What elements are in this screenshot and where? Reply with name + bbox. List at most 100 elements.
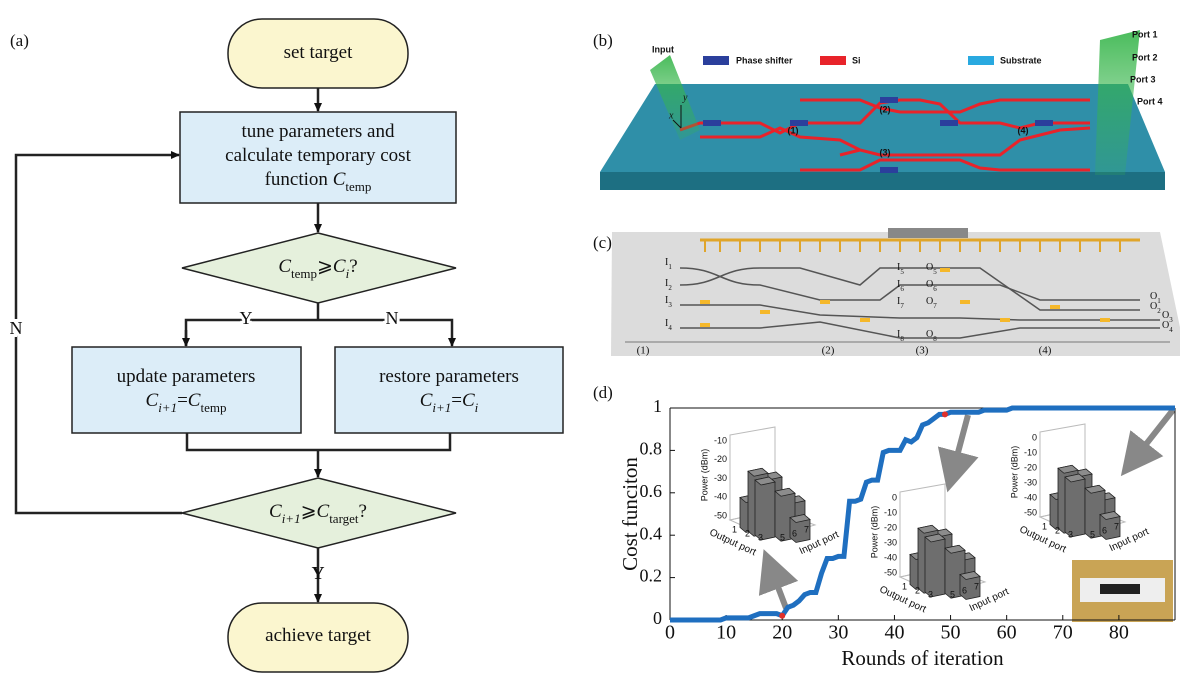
text-run: C	[146, 390, 159, 411]
z-tick-label: -30	[1024, 477, 1037, 487]
legend-label: Phase shifter	[736, 55, 793, 65]
bar-3d	[755, 477, 775, 540]
x-tick-label: 0	[665, 622, 675, 644]
y-axis-label: Cost funciton	[618, 457, 642, 571]
text-run: restore parameters	[379, 366, 519, 387]
tick-label: 1	[732, 524, 737, 534]
tick-label: 3	[758, 532, 763, 542]
tick-label: 6	[792, 528, 797, 538]
branch-label: N	[386, 308, 399, 328]
branch-label: N	[10, 318, 23, 338]
text-run: 2	[668, 284, 672, 292]
legend-swatch	[703, 56, 729, 65]
node-text: achieve target	[265, 625, 371, 646]
text-run: O	[926, 279, 933, 290]
text-run: C	[333, 256, 346, 277]
label: (4)	[1018, 125, 1029, 135]
text-run: O	[926, 296, 933, 307]
text-run: C	[462, 390, 475, 411]
legend-swatch	[968, 56, 994, 65]
y-tick-label: 0.8	[640, 439, 663, 459]
label: Port 2	[1132, 52, 1158, 62]
z-tick-label: -20	[1024, 462, 1037, 472]
tick-label: 3	[1068, 529, 1073, 539]
label: (4)	[1039, 345, 1052, 357]
text-run: O	[926, 262, 933, 273]
text-run: i+1	[282, 511, 301, 526]
y-tick-label: 1	[653, 396, 662, 416]
x-tick-label: 20	[772, 622, 792, 644]
z-tick-label: -40	[1024, 492, 1037, 502]
text-run: 5	[933, 268, 937, 276]
text-run: 2	[1157, 307, 1161, 315]
text-run: O	[1162, 320, 1169, 331]
highlight-point	[779, 613, 785, 619]
label: (3)	[880, 147, 891, 157]
x-tick-label: 30	[828, 622, 848, 644]
tick-label: 1	[1042, 521, 1047, 531]
text-run: 7	[933, 302, 937, 310]
text-run: ⩾	[301, 501, 317, 522]
y-tick-label: 0.6	[640, 481, 663, 501]
text-run: calculate temporary cost	[225, 145, 411, 166]
branch-label: Y	[240, 308, 253, 328]
tick-label: 7	[804, 524, 809, 534]
z-tick-label: 0	[1032, 432, 1037, 442]
text-run: O	[1150, 301, 1157, 312]
label: x	[668, 110, 674, 121]
x-axis-label: Rounds of iteration	[841, 646, 1004, 670]
panel-label: (d)	[593, 383, 613, 402]
legend-label: Si	[852, 55, 861, 65]
text-run: 6	[933, 285, 937, 293]
text-run: 8	[933, 335, 937, 343]
text-run: C	[333, 169, 346, 190]
text-run: i+1	[158, 400, 177, 415]
text-run: tune parameters and	[242, 121, 395, 142]
label: (2)	[822, 345, 835, 357]
highlight-point	[942, 411, 948, 417]
z-tick-label: -10	[884, 507, 897, 517]
text-run: i	[475, 400, 479, 415]
z-tick-label: -20	[714, 454, 727, 464]
y-tick-label: 0.4	[640, 523, 663, 543]
z-tick-label: -50	[1024, 507, 1037, 517]
tick-label: 7	[974, 581, 979, 591]
inset	[900, 484, 985, 600]
text-run: temp	[345, 179, 371, 194]
z-tick-label: -50	[884, 567, 897, 577]
text-run: 4	[1169, 326, 1173, 334]
y-tick-label: 0	[653, 608, 662, 628]
node-text: calculate temporary cost	[225, 145, 411, 166]
text-run: function	[265, 169, 333, 190]
node-text: update parameters	[117, 366, 256, 387]
tick-label: 2	[915, 585, 920, 595]
text-run: C	[188, 390, 201, 411]
x-tick-label: 80	[1109, 622, 1129, 644]
text-run: C	[420, 390, 433, 411]
text-run: 7	[900, 302, 904, 310]
text-run: 1	[1157, 297, 1161, 305]
x-tick-label: 40	[884, 622, 904, 644]
text-run: 6	[900, 285, 904, 293]
label: y	[682, 92, 688, 103]
tick-label: 5	[780, 532, 785, 542]
text-run: ⩾	[317, 256, 333, 277]
legend-swatch	[820, 56, 846, 65]
legend-label: Substrate	[1000, 55, 1042, 65]
z-tick-label: -10	[714, 435, 727, 445]
text-run: 4	[668, 324, 672, 332]
text-run: temp	[200, 400, 226, 415]
y-tick-label: 0.2	[640, 566, 663, 586]
z-axis-label: Power (dBm)	[1009, 446, 1019, 499]
z-tick-label: 0	[892, 492, 897, 502]
process-box	[335, 347, 563, 433]
tick-label: 5	[1090, 529, 1095, 539]
panel-label: (b)	[593, 31, 613, 50]
text-run: C	[269, 501, 282, 522]
text-run: set target	[284, 42, 353, 63]
text-run: 3	[668, 301, 672, 309]
node-text: tune parameters and	[242, 121, 395, 142]
x-tick-label: 10	[716, 622, 736, 644]
label: Port 4	[1137, 96, 1163, 106]
text-run: 5	[900, 268, 904, 276]
